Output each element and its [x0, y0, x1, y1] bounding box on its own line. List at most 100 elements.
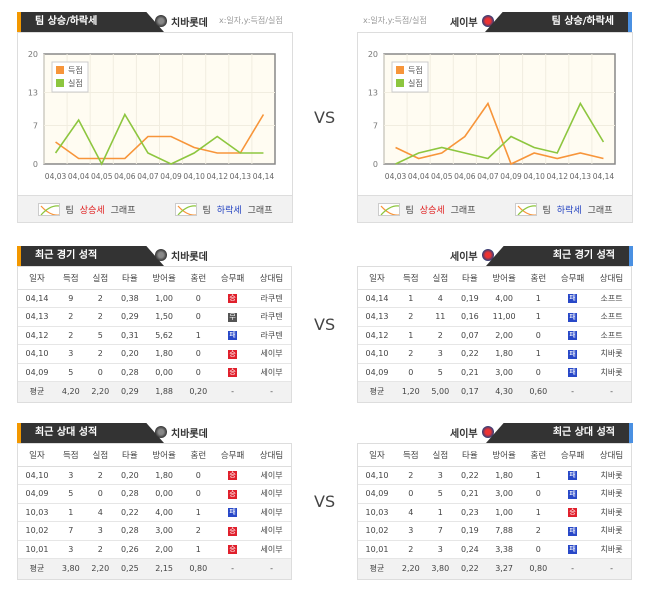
x-tick-label: 04,10 [183, 172, 205, 181]
team-name: 세이부 [450, 17, 478, 29]
average-cell: - [553, 381, 593, 402]
average-cell: 평균 [358, 558, 396, 579]
table-cell: 0,23 [455, 503, 485, 522]
table-cell: 0,22 [455, 344, 485, 364]
team-name: 치바롯데 [171, 251, 208, 263]
x-tick-label: 04,07 [137, 172, 159, 181]
seibu-logo-icon [481, 249, 494, 261]
table-cell: 3 [56, 344, 86, 364]
table-cell: 04,14 [18, 289, 56, 308]
result-badge-win: 승 [228, 471, 238, 481]
x-tick-label: 04,03 [385, 172, 407, 181]
table-cell: 5 [56, 484, 86, 504]
result-badge-draw: 무 [228, 312, 238, 322]
table-cell: 0,21 [455, 484, 485, 504]
table-cell: 1 [396, 289, 426, 308]
result-cell: 무 [213, 307, 253, 327]
table-cell: 04,09 [358, 363, 396, 382]
up-trend-graph-toggle[interactable]: 팀 상승세 그래프 [37, 202, 135, 216]
table-cell: 3 [425, 540, 456, 559]
table-cell: 10,03 [358, 503, 396, 522]
table-cell: 1 [183, 540, 214, 559]
column-header: 타율 [115, 267, 145, 290]
y-tick-label: 0 [33, 160, 38, 169]
table-cell: 1 [523, 503, 554, 522]
team-label-left: 치바롯데 [155, 11, 208, 31]
legend-label: 실점 [408, 78, 423, 88]
result-badge-lose: 패 [568, 545, 578, 555]
table-cell: 1,00 [484, 503, 524, 522]
up-trend-graph-toggle[interactable]: 팀 상승세 그래프 [377, 202, 475, 216]
table-cell: 2 [183, 521, 214, 541]
x-tick-label: 04,12 [207, 172, 229, 181]
column-header: 방어율 [484, 267, 524, 290]
label: 상승세 [419, 205, 445, 216]
table-cell: 0 [396, 484, 426, 504]
table-cell: 라쿠텐 [252, 326, 291, 345]
table-cell: 0,22 [115, 503, 145, 522]
table-cell: 0,00 [144, 484, 184, 504]
result-cell: 패 [553, 484, 593, 504]
table-cell: 1 [183, 326, 214, 345]
table-cell: 0 [183, 484, 214, 504]
table-cell: 2,00 [484, 326, 524, 345]
table-cell: 0,20 [115, 466, 145, 485]
table-cell: 0,28 [115, 521, 145, 541]
result-cell: 승 [213, 466, 253, 485]
vs-label: VS [314, 315, 336, 334]
x-tick-label: 04,14 [253, 172, 275, 181]
table-cell: 2 [85, 540, 116, 559]
result-cell: 패 [553, 307, 593, 327]
table-cell: 2,00 [144, 540, 184, 559]
table-cell: 3,00 [484, 363, 524, 382]
average-cell: - [553, 558, 593, 579]
down-trend-graph-toggle[interactable]: 팀 하락세 그래프 [514, 202, 612, 216]
average-cell: 2,20 [85, 381, 116, 402]
column-header: 실점 [425, 444, 456, 467]
table-cell: 1,80 [144, 466, 184, 485]
table-cell: 1 [523, 466, 554, 485]
column-header: 일자 [358, 267, 396, 290]
legend-swatch [396, 79, 404, 87]
result-badge-win: 승 [228, 294, 238, 304]
table-cell: 10,02 [18, 521, 56, 541]
team-label-right: 세이부 [450, 11, 494, 31]
result-cell: 패 [553, 344, 593, 364]
trend-header-left: 팀 상승/하락세 [17, 12, 164, 32]
result-cell: 승 [213, 521, 253, 541]
table-cell: 2 [396, 307, 426, 327]
table-row: 04,09 5 0 0,28 0,00 0 승 세이부 [18, 484, 291, 504]
table-cell: 3 [56, 540, 86, 559]
label: 하락세 [216, 205, 242, 216]
average-cell: 0,22 [455, 558, 485, 579]
label: 그래프 [247, 205, 273, 216]
result-badge-win: 승 [228, 526, 238, 536]
table-row: 10,03 1 4 0,22 4,00 1 패 세이부 [18, 503, 291, 522]
table-cell: 10,01 [18, 540, 56, 559]
y-tick-label: 13 [28, 89, 38, 98]
column-header: 방어율 [484, 444, 524, 467]
stats-table: 일자 득점 실점 타율 방어율 홈런 승무패 상대팀 04,14 1 4 0,19 4,00 1 패 소프트 0… [357, 266, 632, 403]
seibu-logo-icon [481, 426, 494, 438]
table-cell: 5 [85, 326, 116, 345]
table-cell: 4 [85, 503, 116, 522]
legend-label: 득점 [68, 65, 83, 75]
legend-label: 실점 [68, 78, 83, 88]
average-cell: 4,20 [56, 381, 86, 402]
table-cell: 3,38 [484, 540, 524, 559]
table-cell: 3,00 [484, 484, 524, 504]
table-cell: 2 [396, 344, 426, 364]
series-line-scored [395, 101, 604, 166]
table-cell: 0 [183, 344, 214, 364]
table-row: 04,09 0 5 0,21 3,00 0 패 치바롯 [358, 363, 631, 382]
legend-swatch [56, 66, 64, 74]
trend-graph-icon [174, 202, 197, 216]
table-cell: 0,38 [115, 289, 145, 308]
down-trend-graph-toggle[interactable]: 팀 하락세 그래프 [174, 202, 273, 216]
x-tick-label: 04,09 [160, 172, 182, 181]
x-tick-label: 04,12 [547, 172, 569, 181]
result-badge-lose: 패 [568, 312, 578, 322]
y-tick-label: 7 [33, 122, 38, 131]
table-row: 10,01 3 2 0,26 2,00 1 승 세이부 [18, 540, 291, 559]
x-tick-label: 04,13 [230, 172, 252, 181]
